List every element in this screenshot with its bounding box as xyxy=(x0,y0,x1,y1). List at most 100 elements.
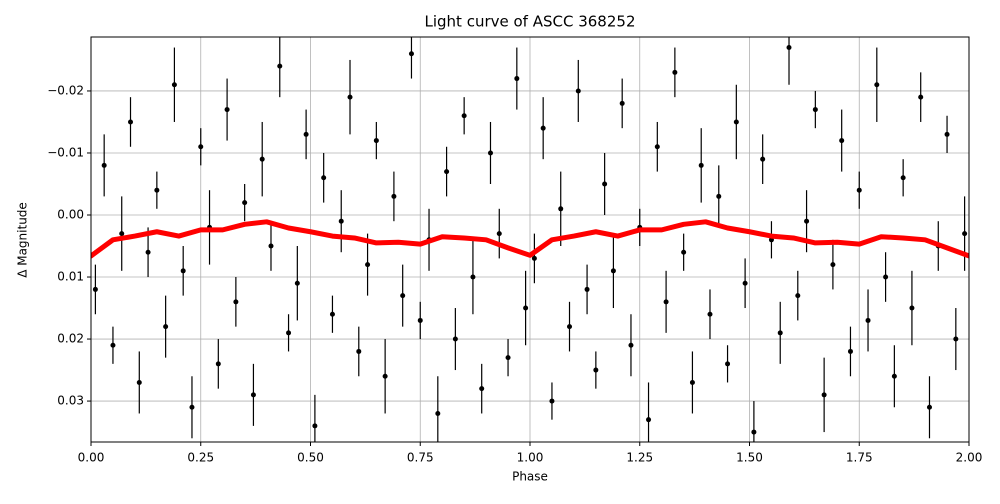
y-tick-label: −0.01 xyxy=(47,145,84,159)
data-point xyxy=(523,305,529,311)
data-point xyxy=(760,156,766,162)
data-point xyxy=(373,138,379,144)
data-point xyxy=(856,187,862,193)
data-point xyxy=(628,342,634,348)
data-point xyxy=(883,274,889,280)
data-point xyxy=(242,200,248,206)
data-point xyxy=(250,392,256,398)
data-point xyxy=(804,218,810,224)
x-tick-label: 1.50 xyxy=(736,451,763,465)
data-point xyxy=(865,317,871,323)
data-point xyxy=(847,348,853,354)
data-point xyxy=(470,274,476,280)
data-point xyxy=(338,218,344,224)
data-point xyxy=(452,336,458,342)
data-point xyxy=(725,361,731,367)
binned-curve xyxy=(91,219,969,259)
data-point xyxy=(944,131,950,137)
data-point xyxy=(926,404,932,410)
data-point xyxy=(549,398,555,404)
data-point xyxy=(918,94,924,100)
data-point xyxy=(953,336,959,342)
data-point xyxy=(575,88,581,94)
data-point xyxy=(391,193,397,199)
data-point xyxy=(365,262,371,268)
data-point xyxy=(602,181,608,187)
data-point xyxy=(619,100,625,106)
data-point xyxy=(259,156,265,162)
data-point xyxy=(663,299,669,305)
data-point xyxy=(215,361,221,367)
data-point xyxy=(171,82,177,88)
data-point xyxy=(584,286,590,292)
data-point xyxy=(233,299,239,305)
x-tick-label: 0.25 xyxy=(187,451,214,465)
data-point xyxy=(356,348,362,354)
data-point xyxy=(962,231,968,237)
data-point xyxy=(812,107,818,113)
data-point xyxy=(198,144,204,150)
data-point xyxy=(839,138,845,144)
data-point xyxy=(505,355,511,361)
data-point xyxy=(136,379,142,385)
data-point xyxy=(777,330,783,336)
x-tick-label: 1.00 xyxy=(517,451,544,465)
data-point xyxy=(294,280,300,286)
data-point xyxy=(900,175,906,181)
data-point xyxy=(909,305,915,311)
data-point xyxy=(558,206,564,212)
data-point xyxy=(531,255,537,261)
data-point xyxy=(321,175,327,181)
x-tick-label: 1.25 xyxy=(626,451,653,465)
data-point xyxy=(514,76,520,82)
data-point xyxy=(716,193,722,199)
data-point xyxy=(286,330,292,336)
data-point xyxy=(733,119,739,125)
data-point xyxy=(487,150,493,156)
grid xyxy=(90,37,970,442)
data-point xyxy=(400,293,406,299)
data-point xyxy=(681,249,687,255)
data-point xyxy=(496,231,502,237)
x-tick-label: 0.75 xyxy=(407,451,434,465)
data-point xyxy=(128,119,134,125)
data-point xyxy=(786,45,792,51)
data-point xyxy=(277,63,283,69)
data-point xyxy=(698,162,704,168)
data-point xyxy=(303,131,309,137)
data-point xyxy=(567,324,573,330)
data-point xyxy=(145,249,151,255)
data-point xyxy=(101,162,107,168)
data-point xyxy=(119,231,125,237)
data-point xyxy=(795,293,801,299)
data-point xyxy=(312,423,318,429)
data-point xyxy=(224,107,230,113)
x-tick-label: 0.00 xyxy=(78,451,105,465)
data-point xyxy=(417,317,423,323)
data-point xyxy=(329,311,335,317)
data-point xyxy=(891,373,897,379)
data-point xyxy=(189,404,195,410)
y-tick-label: 0.02 xyxy=(57,332,84,346)
data-point xyxy=(646,417,652,423)
data-point xyxy=(110,342,116,348)
axes: 0.00 0.25 0.50 0.75 1.00 1.25 1.50 1.75 2.00 −0.0… xyxy=(47,83,982,464)
y-tick-label: 0.00 xyxy=(57,208,84,222)
y-tick-label: 0.01 xyxy=(57,270,84,284)
data-point xyxy=(180,268,186,274)
plot-area xyxy=(91,37,969,442)
x-tick-label: 1.75 xyxy=(846,451,873,465)
x-axis-label: Phase xyxy=(512,470,548,484)
data-point xyxy=(268,243,274,249)
data-point xyxy=(672,69,678,75)
y-axis-label: Δ Magnitude xyxy=(16,202,30,278)
data-point xyxy=(593,367,599,373)
data-point xyxy=(874,82,880,88)
data-point xyxy=(742,280,748,286)
data-point xyxy=(689,379,695,385)
data-point xyxy=(751,429,757,435)
x-tick-label: 2.00 xyxy=(956,451,983,465)
data-point xyxy=(382,373,388,379)
data-point xyxy=(444,169,450,175)
